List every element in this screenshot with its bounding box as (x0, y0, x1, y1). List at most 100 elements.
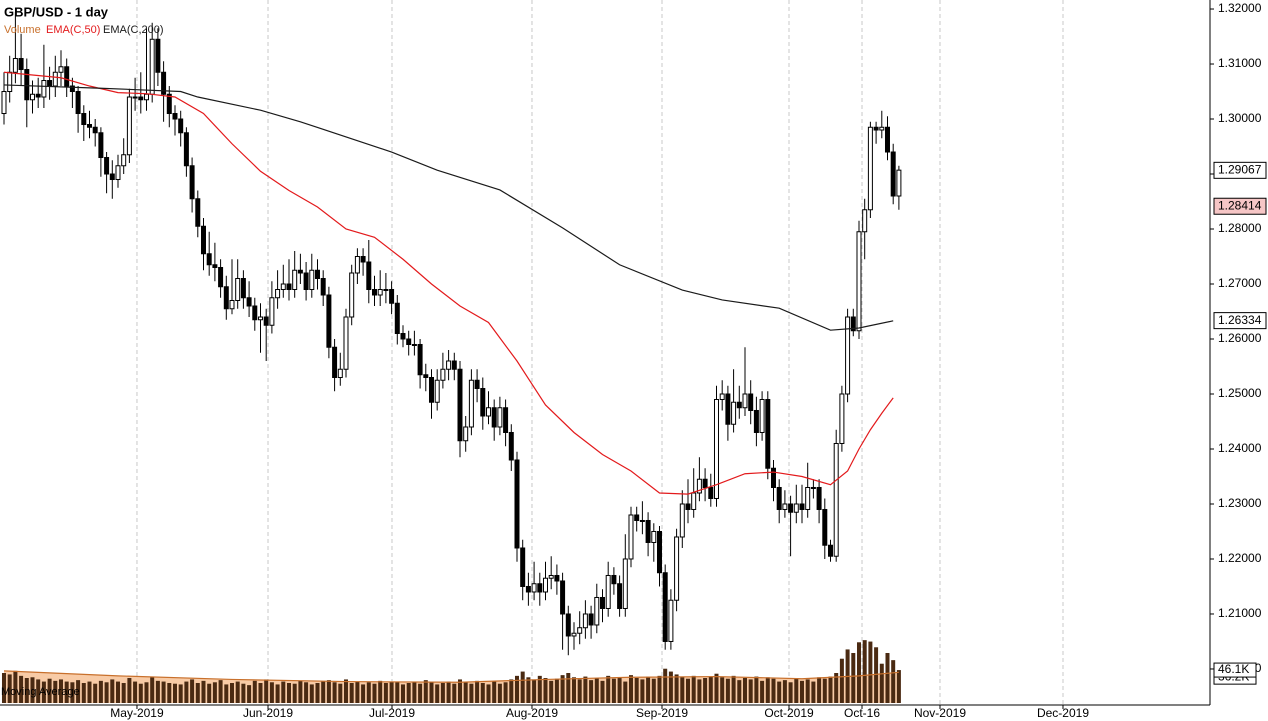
volume-bar (817, 677, 822, 703)
volume-bar (435, 684, 440, 703)
volume-bar (110, 679, 115, 703)
y-tick-label: 1.26000 (1218, 331, 1262, 345)
candle-body (104, 157, 110, 175)
volume-bar (742, 678, 747, 703)
x-tick-label: Oct-16 (844, 706, 880, 720)
legend-volume: Volume (4, 24, 41, 36)
volume-bar (606, 675, 611, 703)
volume-bar (247, 685, 252, 703)
volume-bar (571, 677, 576, 703)
volume-bar (532, 679, 537, 703)
volume-bar (252, 680, 257, 703)
candle-body (178, 118, 184, 134)
volume-bar (218, 680, 223, 703)
volume-bar (201, 680, 206, 703)
volume-bar (412, 681, 417, 703)
volume-bar (896, 670, 901, 703)
volume-bar (19, 675, 24, 703)
y-tick-label: 1.28000 (1218, 221, 1262, 235)
volume-bar (258, 683, 263, 703)
candle-body (126, 96, 132, 156)
volume-bar (703, 678, 708, 703)
candle-body (189, 165, 195, 200)
candle-body (696, 478, 702, 494)
y-tick-label: 1.21000 (1218, 606, 1262, 620)
volume-bar (566, 673, 571, 703)
candle-body (24, 69, 30, 101)
candle-body (736, 401, 742, 409)
candle-body (605, 574, 611, 609)
candle-body (172, 113, 178, 120)
y-tick-label: 1.27000 (1218, 276, 1262, 290)
x-tick-label: Oct-2019 (764, 706, 814, 720)
volume-bar (275, 684, 280, 703)
volume-bar (891, 660, 896, 703)
candle-body (708, 486, 714, 499)
volume-bar (58, 679, 63, 703)
candle-body (47, 80, 53, 87)
candle-body (269, 297, 275, 326)
candle-body (161, 71, 167, 95)
candle-body (98, 132, 104, 159)
candle-body (109, 173, 115, 181)
candle-body (668, 599, 674, 642)
candle-body (314, 269, 320, 280)
volume-bar (115, 681, 120, 703)
volume-bar (440, 683, 445, 703)
candle-body (719, 393, 725, 400)
volume-bar (383, 683, 388, 703)
candle-body (349, 272, 355, 318)
volume-bar (286, 683, 291, 703)
candle-body (428, 376, 434, 403)
candle-body (691, 492, 697, 510)
volume-bar (224, 684, 229, 703)
y-tick-label: 1.24000 (1218, 441, 1262, 455)
volume-bar (53, 680, 58, 703)
candle-body (560, 580, 566, 615)
candle-body (64, 66, 70, 87)
volume-bar (714, 673, 719, 703)
candle-body (862, 209, 868, 233)
volume-bar (520, 671, 525, 703)
volume-bar (685, 678, 690, 703)
candle-body (371, 289, 377, 296)
ema-line (3, 71, 894, 495)
candle-body (702, 478, 708, 488)
candle-body (890, 151, 896, 197)
candle-body (92, 126, 98, 134)
candle-body (491, 407, 497, 428)
volume-bar (879, 663, 884, 703)
candle-body (548, 574, 554, 579)
candle-body (252, 305, 258, 321)
volume-bar (315, 683, 320, 703)
candle-body (594, 596, 600, 626)
candle-body (200, 225, 206, 255)
candle-body (508, 431, 514, 461)
volume-bar (697, 679, 702, 703)
volume-bar (799, 680, 804, 703)
candle-body (651, 530, 657, 543)
candle-body (132, 96, 138, 99)
candle-body (622, 558, 628, 609)
volume-bar (452, 683, 457, 703)
candle-body (599, 596, 605, 609)
candle-body (389, 289, 395, 304)
volume-bar (640, 679, 645, 703)
y-tick-label: 1.30000 (1218, 111, 1262, 125)
volume-bar (760, 680, 765, 703)
volume-bar (475, 680, 480, 703)
volume-bar (839, 658, 844, 703)
volume-bar (503, 682, 508, 703)
candle-body (440, 368, 446, 381)
volume-bar (497, 683, 502, 703)
candle-body (514, 459, 520, 549)
candle-body (845, 316, 851, 395)
candle-body (571, 632, 577, 637)
candle-body (320, 278, 326, 296)
volume-bar (457, 679, 462, 703)
candle-body (856, 231, 862, 332)
volume-bar (138, 683, 143, 703)
volume-bar (862, 640, 867, 703)
